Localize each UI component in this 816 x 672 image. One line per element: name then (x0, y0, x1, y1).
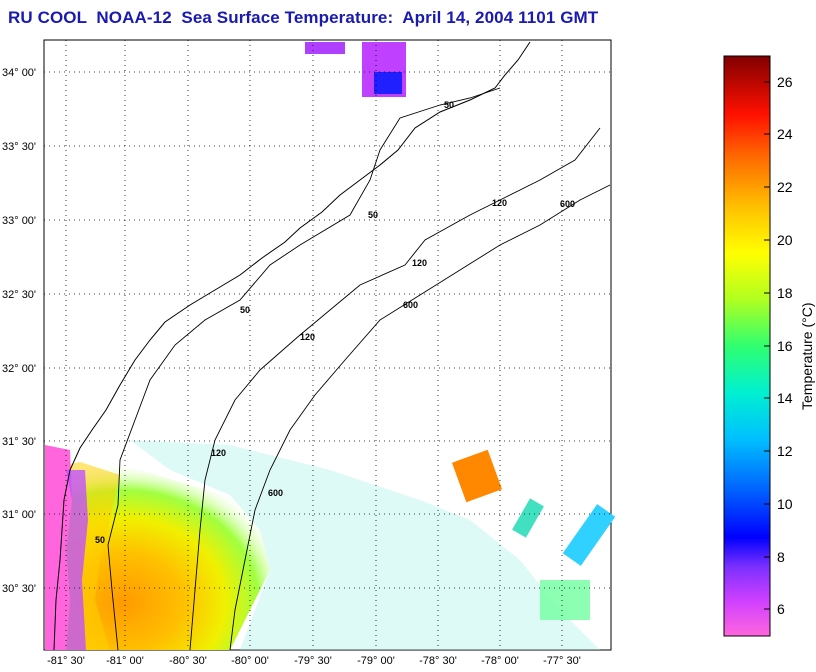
lon-label: -78° 30' (419, 655, 457, 667)
lat-label: 30° 30' (2, 583, 36, 595)
lat-label: 32° 00' (2, 363, 36, 375)
coastline (53, 41, 531, 651)
lat-label: 33° 00' (2, 215, 36, 227)
warm-filament (451, 449, 503, 503)
contour-label-120: 120 (492, 198, 507, 208)
colorbar-title: Temperature (°C) (799, 302, 815, 410)
lat-label: 31° 00' (2, 509, 36, 521)
colorbar-tick-label: 18 (777, 285, 793, 301)
contour-label-600: 600 (560, 199, 575, 209)
north-blue-patch (374, 72, 402, 94)
lat-label: 33° 30' (2, 141, 36, 153)
graticule (44, 40, 611, 650)
colorbar: 26 24 22 20 18 16 14 12 10 8 6 Temperatu… (723, 55, 815, 637)
colorbar-tick-label: 8 (777, 549, 785, 565)
lat-label: 34° 00' (2, 67, 36, 79)
green-streak-east (512, 498, 544, 538)
contour-label-600: 600 (403, 300, 418, 310)
contour-600m (229, 184, 611, 651)
lon-label: -77° 30' (543, 655, 581, 667)
lon-label: -78° 00' (481, 655, 519, 667)
lon-label: -79° 00' (357, 655, 395, 667)
colorbar-ticks (764, 81, 770, 610)
lon-label: -81° 00' (106, 655, 144, 667)
edge-pink-patch (305, 42, 345, 54)
colorbar-tick-label: 6 (777, 601, 785, 617)
contour-label-120: 120 (211, 448, 226, 458)
map-title: RU COOL NOAA-12 Sea Surface Temperature:… (8, 8, 599, 27)
lat-label: 32° 30' (2, 289, 36, 301)
colorbar-tick-label: 16 (777, 338, 793, 354)
green-streak-east-2 (562, 504, 616, 566)
lon-label: -81° 30' (47, 655, 85, 667)
contour-label-120: 120 (412, 258, 427, 268)
contour-label-50: 50 (95, 535, 105, 545)
lon-label: -80° 00' (231, 655, 269, 667)
nearshore-band (66, 470, 88, 650)
sst-data-layer (45, 42, 616, 650)
contour-50m (107, 87, 501, 651)
contour-label-50: 50 (444, 100, 454, 110)
colorbar-tick-label: 24 (777, 126, 793, 142)
colorbar-scale (723, 55, 771, 637)
latitude-labels: 34° 00' 33° 30' 33° 00' 32° 30' 32° 00' … (2, 67, 36, 595)
colorbar-tick-label: 14 (777, 390, 793, 406)
contour-120m (189, 127, 601, 651)
longitude-labels: -81° 30' -81° 00' -80° 30' -80° 00' -79°… (47, 655, 581, 667)
colorbar-tick-label: 26 (777, 74, 793, 90)
colorbar-tick-label: 12 (777, 443, 793, 459)
lon-label: -80° 30' (169, 655, 207, 667)
lat-label: 31° 30' (2, 436, 36, 448)
lon-label: -79° 30' (294, 655, 332, 667)
offshore-mixed-region (130, 440, 600, 650)
contour-label-50: 50 (368, 210, 378, 220)
contour-label-50: 50 (240, 305, 250, 315)
contour-label-600: 600 (268, 488, 283, 498)
contour-label-120: 120 (300, 332, 315, 342)
colorbar-tick-label: 10 (777, 496, 793, 512)
colorbar-tick-label: 20 (777, 232, 793, 248)
colorbar-tick-label: 22 (777, 179, 793, 195)
gulf-stream-patch (540, 580, 590, 620)
